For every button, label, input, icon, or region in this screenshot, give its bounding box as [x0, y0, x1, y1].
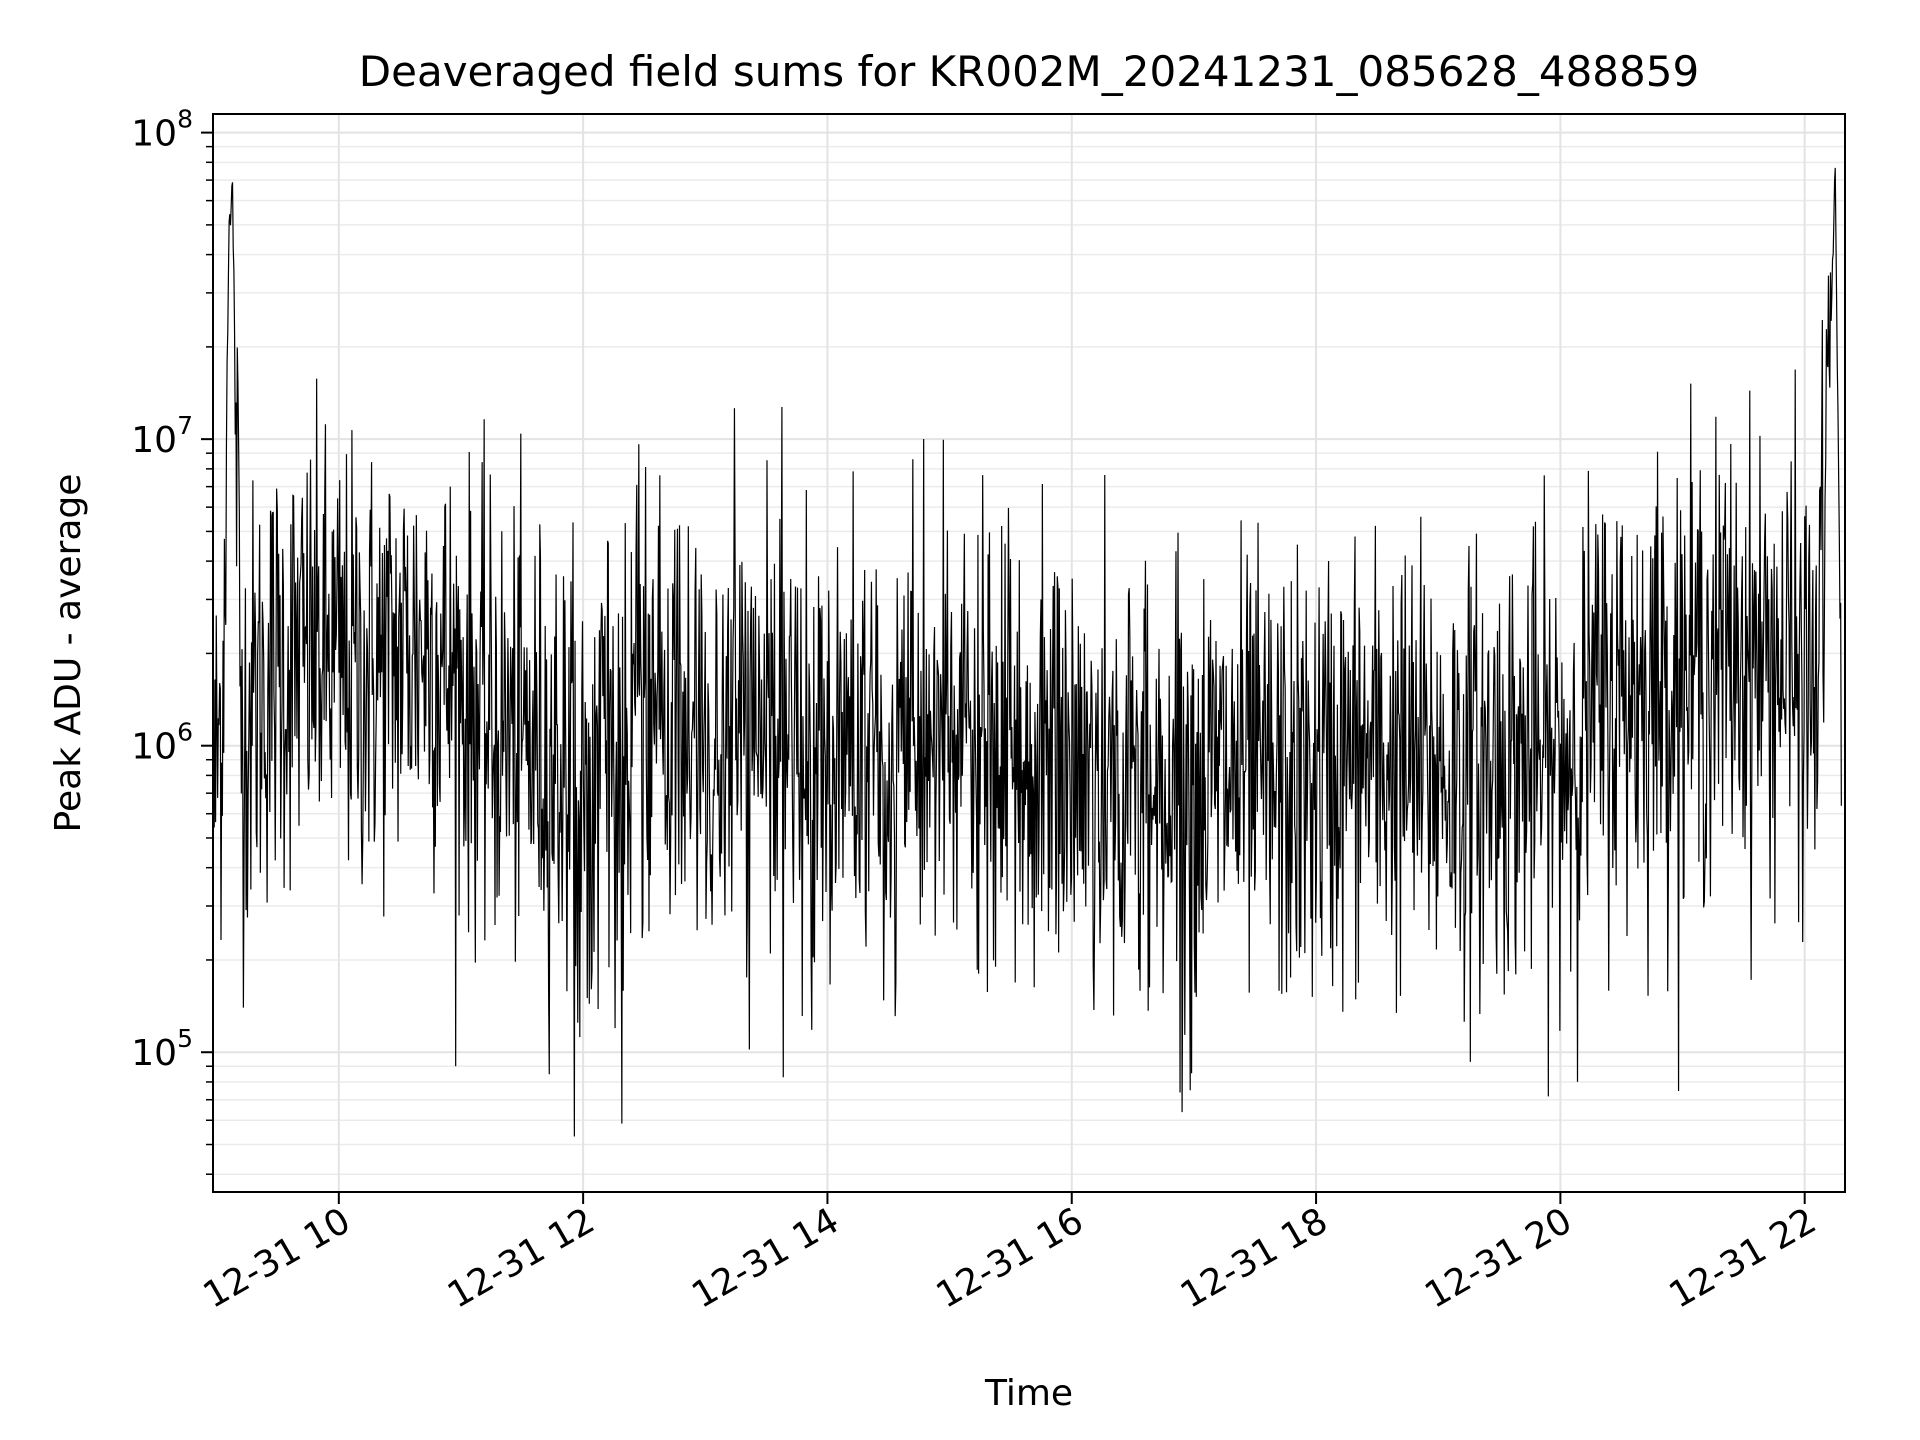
y-axis-label: Peak ADU - average — [48, 474, 89, 833]
y-tick-label: 107 — [131, 411, 193, 461]
y-tick-label: 105 — [131, 1024, 193, 1074]
x-axis-label: Time — [984, 1373, 1073, 1414]
y-tick-label: 108 — [131, 105, 193, 155]
data-series-line — [213, 167, 1842, 1137]
data-line-layer — [213, 167, 1842, 1137]
chart-title: Deaveraged field sums for KR002M_2024123… — [359, 47, 1699, 96]
y-tick-label: 106 — [131, 718, 193, 768]
